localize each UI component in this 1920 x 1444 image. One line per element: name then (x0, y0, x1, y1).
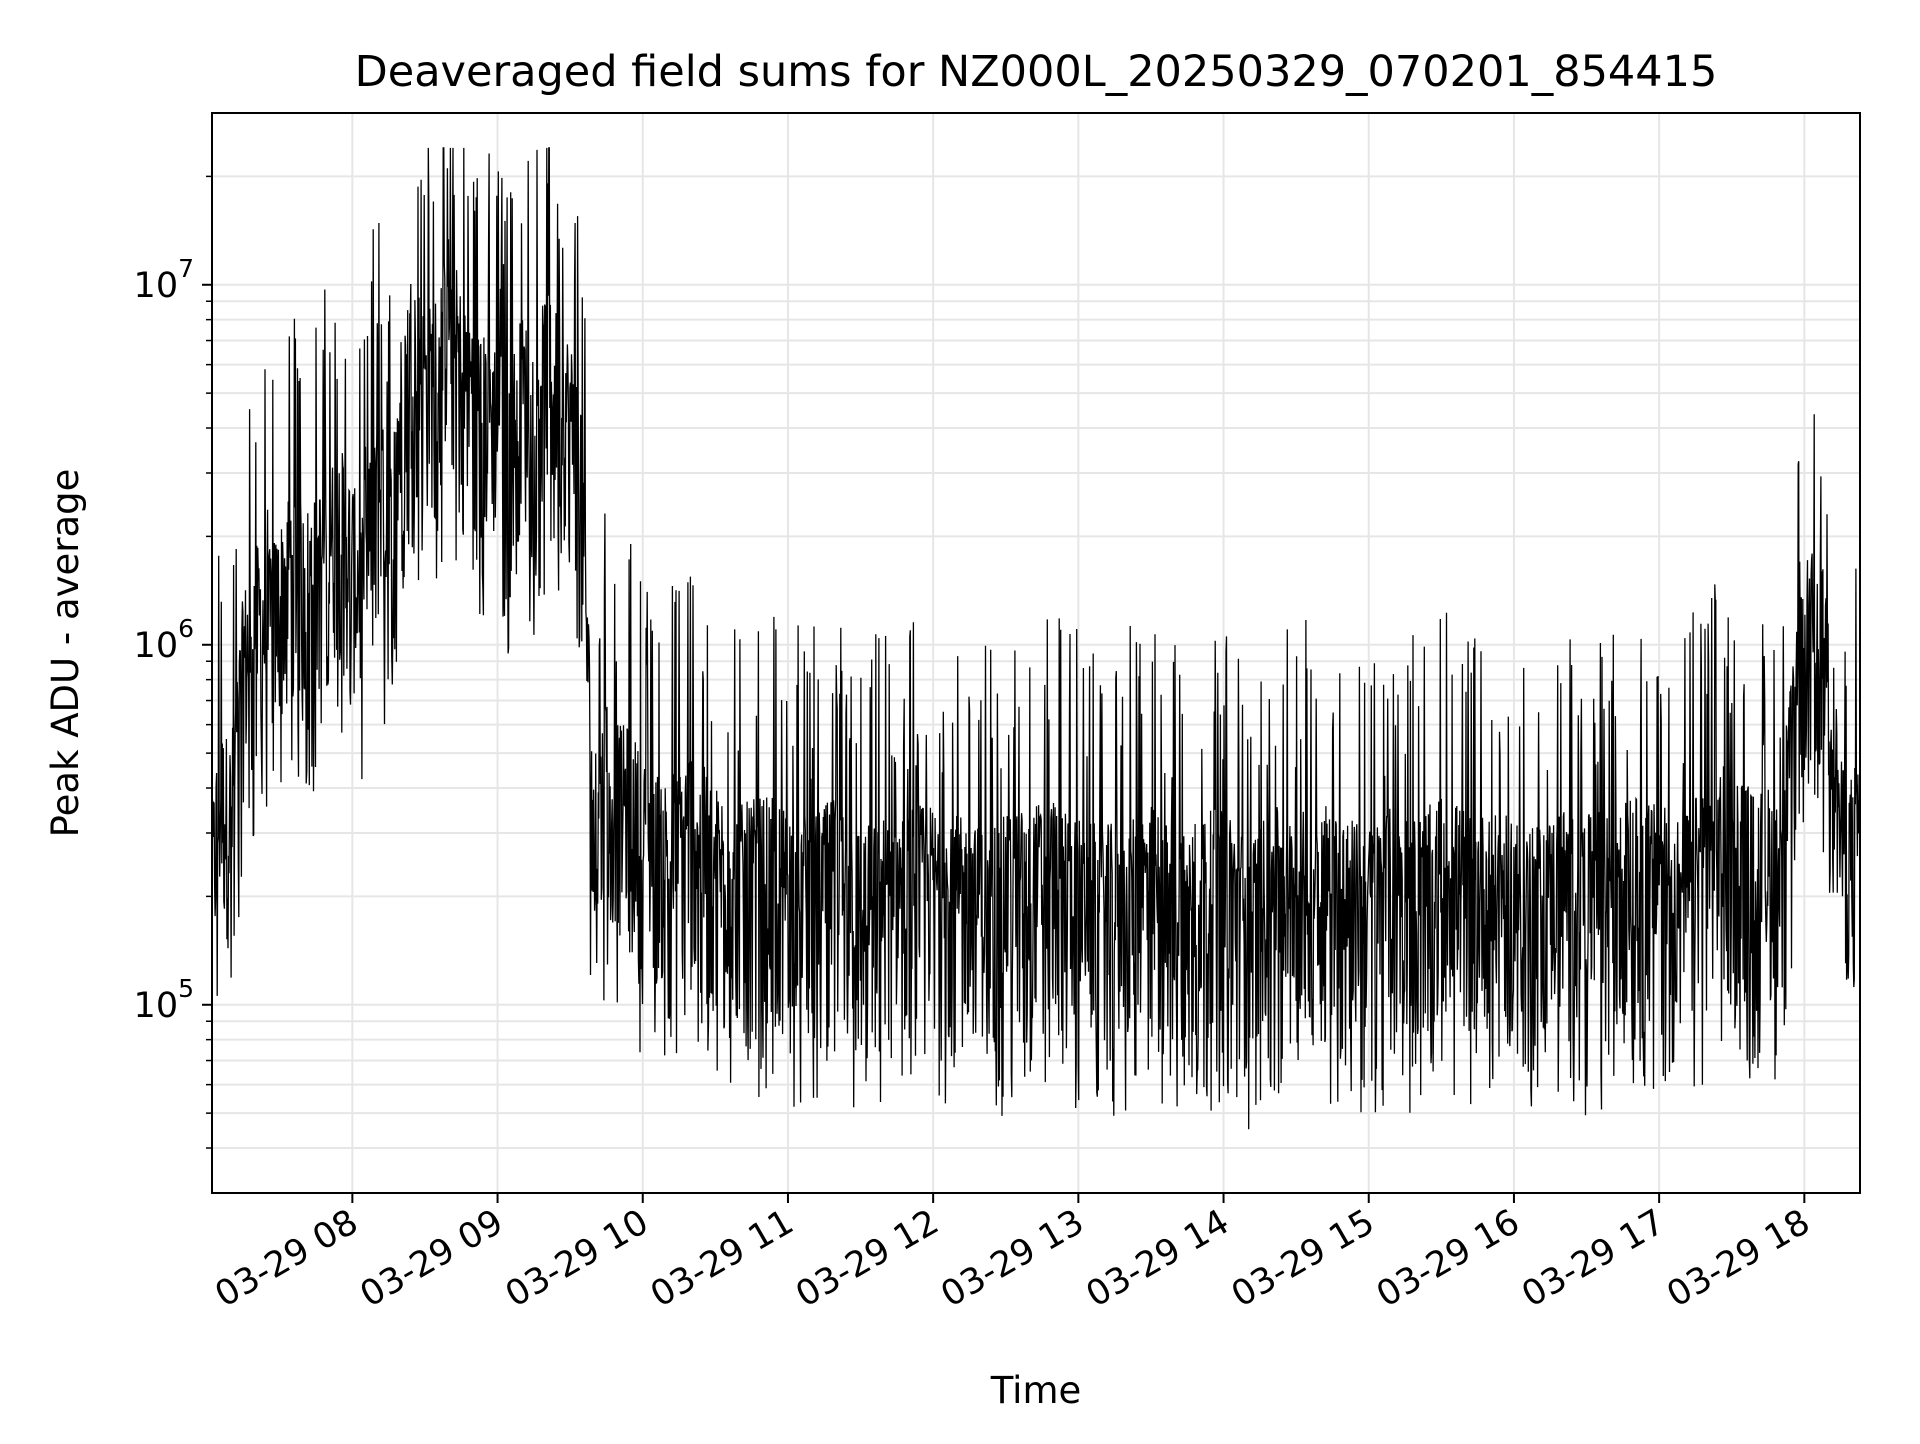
x-tick-label: 03-29 11 (644, 1202, 800, 1315)
x-tick-label: 03-29 16 (1370, 1202, 1526, 1315)
x-tick-label: 03-29 14 (1080, 1202, 1236, 1315)
y-axis-label: Peak ADU - average (44, 469, 87, 838)
x-tick-label: 03-29 12 (789, 1202, 945, 1315)
x-tick-label: 03-29 17 (1515, 1202, 1671, 1315)
series-line (211, 147, 1861, 1130)
y-tick-label: 105 (134, 974, 194, 1026)
x-tick-label: 03-29 18 (1661, 1202, 1817, 1315)
chart-title: Deaveraged field sums for NZ000L_2025032… (355, 47, 1718, 97)
x-tick-label: 03-29 10 (499, 1202, 655, 1315)
y-tick-label: 106 (134, 614, 194, 666)
x-tick-label: 03-29 09 (354, 1202, 510, 1315)
x-tick-label: 03-29 13 (935, 1202, 1091, 1315)
x-axis-label: Time (990, 1369, 1082, 1412)
plot-frame (211, 112, 1861, 1194)
y-tick-label: 107 (134, 254, 194, 306)
grid (212, 113, 1860, 1193)
x-tick-label: 03-29 08 (209, 1202, 365, 1315)
x-tick-label: 03-29 15 (1225, 1202, 1381, 1315)
